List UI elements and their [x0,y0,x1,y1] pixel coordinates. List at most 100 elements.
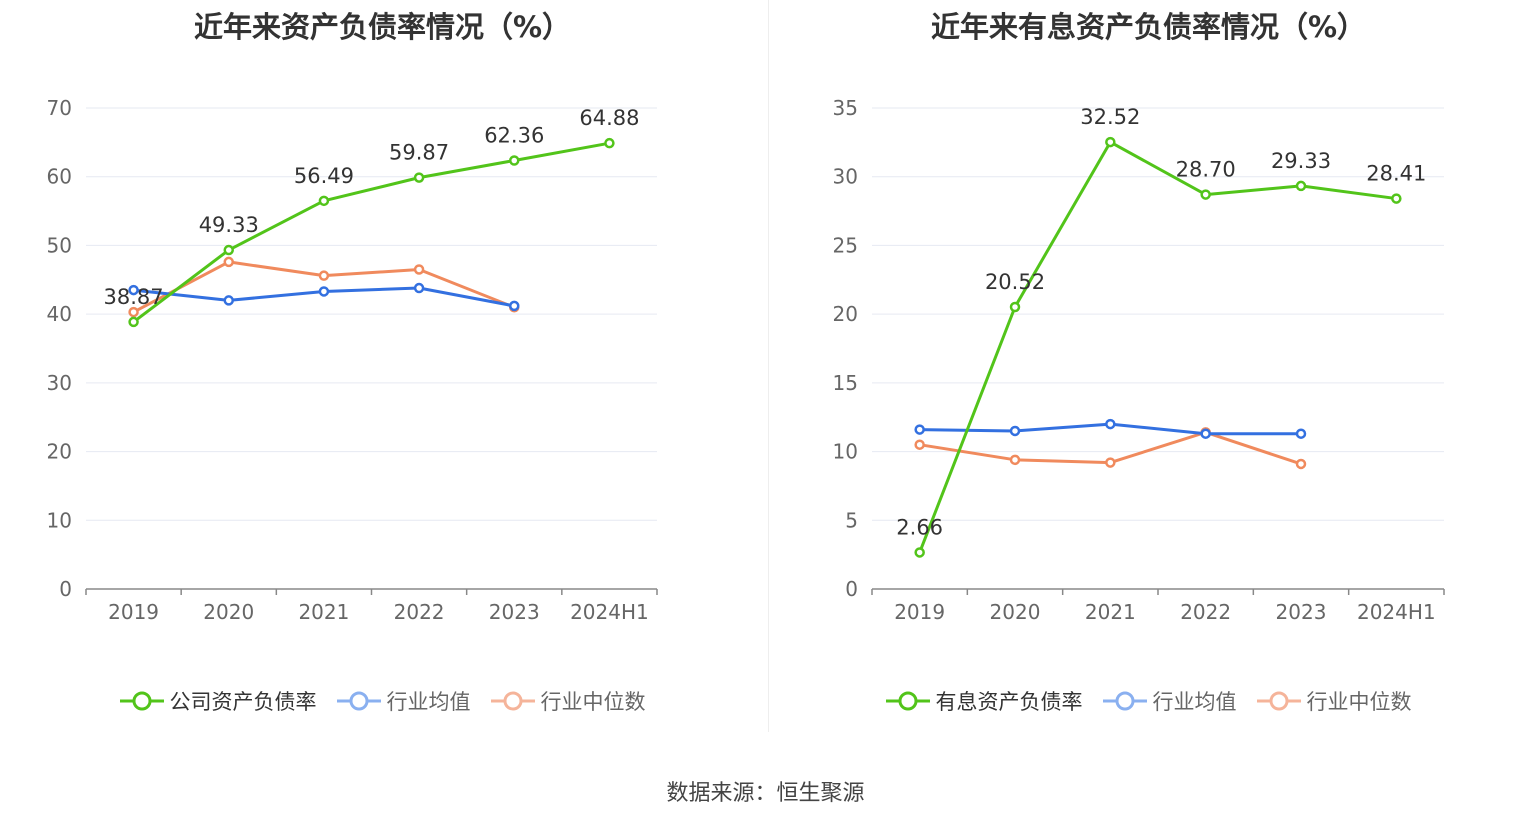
legend-line-icon [1256,691,1301,711]
data-point[interactable] [223,295,234,306]
legend-line-icon [1102,691,1147,711]
x-tick-label: 2019 [108,600,159,624]
data-point[interactable] [1105,457,1116,468]
data-label: 38.87 [104,285,164,309]
legend-line-icon [119,691,164,711]
data-point[interactable] [223,244,234,256]
data-point[interactable] [1105,418,1116,430]
y-tick-label: 60 [47,165,72,189]
data-point[interactable] [1295,180,1307,192]
data-point[interactable] [318,286,330,297]
legend-line-icon [885,691,930,711]
data-point[interactable] [1200,428,1211,439]
line-chart: 0 5 10 15 20 25 30 35 2019 2020 2021 2022 2023 2024H1… [833,96,1445,624]
chart-panel-left: 近年来资产负债率情况（%） 0 10 20 30 40 50 60 70 2019 2020 202… [0,0,765,740]
data-label: 59.87 [389,141,449,165]
y-tick-label: 10 [833,440,858,464]
data-source-note: 数据来源：恒生聚源 [666,781,865,806]
data-label: 20.52 [985,270,1045,294]
legend-label: 公司资产负债率 [169,690,317,714]
legend-label: 行业中位数 [540,690,646,714]
data-point[interactable] [413,264,425,275]
data-label: 56.49 [294,164,354,188]
x-tick-label: 2022 [394,600,445,624]
x-tick-label: 2023 [1276,600,1327,624]
legend-item-company[interactable]: 公司资产负债率 [119,686,317,716]
legend-line-icon [490,691,535,711]
x-tick-label: 2023 [489,600,540,624]
legend-line-icon [336,691,381,711]
y-tick-label: 0 [845,577,858,601]
data-label: 62.36 [484,123,544,147]
data-point[interactable] [318,270,330,281]
chart-title: 近年来有息资产负债率情况（%） [930,10,1367,44]
y-tick-label: 25 [833,233,858,257]
x-tick-label: 2021 [298,600,349,624]
legend-label: 行业均值 [1152,690,1237,714]
x-tick-label: 2024H1 [570,600,649,624]
legend-label: 行业中位数 [1306,690,1412,714]
legend-label: 有息资产负债率 [935,690,1083,714]
data-point[interactable] [914,424,925,435]
y-tick-label: 5 [845,508,858,532]
data-point[interactable] [128,316,139,328]
data-label: 64.88 [579,106,639,130]
y-tick-label: 15 [833,371,858,395]
data-point[interactable] [223,256,234,268]
data-point[interactable] [128,306,139,318]
legend-item-industry-median[interactable]: 行业中位数 [490,686,646,716]
y-tick-label: 0 [59,577,72,601]
data-point[interactable] [1105,136,1116,148]
data-point[interactable] [1391,193,1402,204]
chart-legend: 有息资产负债率 行业均值 行业中位数 [766,686,1531,716]
legend-item-industry-median[interactable]: 行业中位数 [1256,686,1412,716]
data-point[interactable] [1295,428,1307,439]
data-label: 29.33 [1271,149,1331,173]
data-label: 28.41 [1366,162,1426,186]
data-point[interactable] [1009,301,1021,313]
data-point[interactable] [413,282,425,294]
chart-title: 近年来资产负债率情况（%） [193,10,572,44]
series-line [918,140,1397,553]
legend-item-industry-mean[interactable]: 行业均值 [336,686,471,716]
data-point[interactable] [914,547,925,558]
y-tick-label: 20 [47,440,72,464]
data-point[interactable] [509,155,520,166]
y-tick-label: 20 [833,302,858,326]
data-point[interactable] [604,137,615,149]
data-point[interactable] [914,439,925,450]
data-point[interactable] [1009,454,1021,466]
y-tick-label: 70 [47,96,72,120]
chart-legend: 公司资产负债率 行业均值 行业中位数 [0,686,765,716]
legend-item-interest-bearing[interactable]: 有息资产负债率 [885,686,1083,716]
data-point[interactable] [509,300,520,312]
data-label: 49.33 [199,213,259,237]
line-chart: 0 10 20 30 40 50 60 70 2019 2020 2021 2022 2023 2024H… [47,96,658,624]
data-point[interactable] [318,195,330,207]
y-tick-label: 30 [833,165,858,189]
data-point[interactable] [128,284,139,296]
panel-divider [768,0,769,732]
x-tick-label: 2024H1 [1357,600,1436,624]
data-label: 28.70 [1176,158,1236,182]
data-label: 32.52 [1080,105,1140,129]
x-tick-label: 2020 [203,600,254,624]
legend-item-industry-mean[interactable]: 行业均值 [1102,686,1237,716]
legend-label: 行业均值 [386,690,471,714]
x-tick-label: 2019 [894,600,945,624]
x-tick-label: 2021 [1085,600,1136,624]
y-tick-label: 50 [47,233,72,257]
y-tick-label: 30 [47,371,72,395]
data-label: 2.66 [896,515,943,539]
x-tick-label: 2020 [990,600,1041,624]
y-tick-label: 35 [833,96,858,120]
y-tick-label: 10 [47,508,72,532]
data-point[interactable] [413,172,425,183]
series-line [132,141,610,324]
data-point[interactable] [1200,189,1211,200]
chart-panel-right: 近年来有息资产负债率情况（%） 0 5 10 15 20 25 30 35 2019 2020 20… [766,0,1531,740]
data-point[interactable] [1295,458,1307,470]
y-tick-label: 40 [47,302,72,326]
x-tick-label: 2022 [1180,600,1231,624]
data-point[interactable] [1009,425,1021,437]
